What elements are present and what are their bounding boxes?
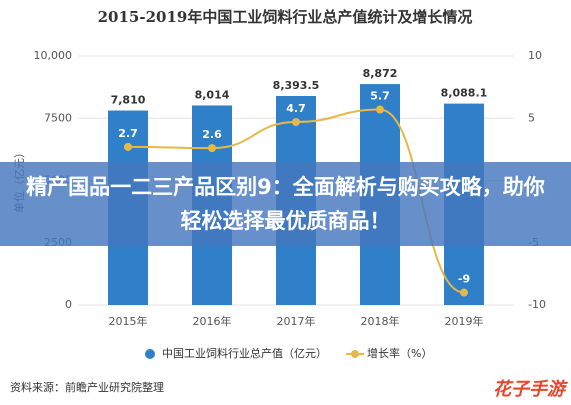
- line-value-label: 2.6: [202, 128, 222, 141]
- line-point: [376, 105, 384, 114]
- legend-swatch: [145, 349, 155, 359]
- bar-value-label: 8,393.5: [273, 79, 320, 92]
- line-point: [208, 144, 216, 153]
- legend-label: 增长率（%）: [367, 346, 432, 360]
- x-tick-label: 2018年: [361, 314, 400, 328]
- chart-title: 2015-2019年中国工业饲料行业总产值统计及增长情况: [98, 8, 473, 26]
- legend-label: 中国工业饲料行业总产值（亿元）: [162, 346, 327, 360]
- bar-value-label: 8,014: [195, 88, 230, 101]
- y2-tick-label: 5: [528, 111, 535, 124]
- x-tick-label: 2017年: [277, 314, 316, 328]
- x-tick-label: 2015年: [109, 314, 148, 328]
- line-value-label: 2.7: [118, 127, 138, 140]
- line-value-label: 5.7: [370, 90, 390, 103]
- x-tick-label: 2016年: [193, 314, 232, 328]
- line-point: [124, 142, 132, 151]
- x-tick-label: 2019年: [445, 314, 484, 328]
- bar-value-label: 7,810: [111, 94, 146, 107]
- legend-swatch: [351, 350, 359, 358]
- line-point: [460, 288, 468, 297]
- source: 资料来源：前瞻产业研究院整理: [10, 380, 164, 394]
- bar-value-label: 8,872: [363, 67, 398, 80]
- y-tick-label: 7500: [44, 111, 72, 124]
- line-value-label: -9: [458, 273, 470, 286]
- line-point: [292, 117, 300, 126]
- bar-value-label: 8,088.1: [441, 87, 488, 100]
- y2-tick-label: -10: [528, 298, 546, 311]
- y2-tick-label: 10: [528, 49, 542, 62]
- logo: 花子手游: [493, 379, 565, 400]
- banner: 精产国品一二三产品区别9：全面解析与购买攻略，助你轻松选择最优质商品！: [0, 162, 571, 246]
- y-tick-label: 0: [65, 298, 72, 311]
- line-value-label: 4.7: [286, 102, 306, 115]
- y-tick-label: 10,000: [34, 49, 73, 62]
